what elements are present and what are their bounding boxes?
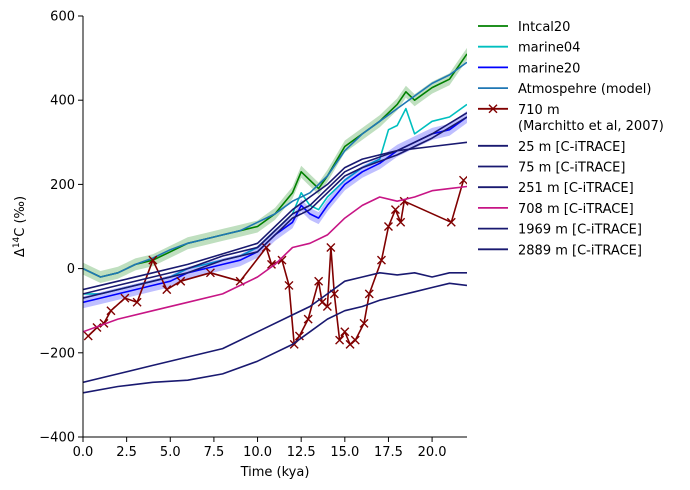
marker-710-m-30 — [383, 222, 393, 231]
marker-710-m-5 — [132, 297, 142, 307]
legend-label: Atmospehre (model) — [518, 82, 651, 97]
x-tick-label: 7.5 — [204, 445, 225, 460]
marker-710-m-4 — [120, 293, 130, 303]
x-tick-label: 12.5 — [287, 445, 316, 460]
marker-710-m-26 — [350, 335, 360, 345]
y-tick-label: −400 — [39, 431, 75, 446]
legend-label: 1969 m [C-iTRACE] — [518, 223, 642, 238]
x-tick-label: 5.0 — [160, 445, 181, 460]
y-axis-label-sup: 14 — [12, 236, 22, 248]
y-axis-label-base: Δ — [13, 248, 28, 257]
y-tick-label: 0 — [67, 262, 75, 277]
x-tick-label: 0.0 — [73, 445, 94, 460]
series-line-1969-m-c-itrace — [83, 272, 467, 384]
legend-item-1969-m-c-itrace: 1969 m [C-iTRACE] — [478, 223, 642, 238]
marker-710-m-12 — [267, 259, 277, 269]
series-line-25-m-c-itrace — [83, 116, 467, 299]
legend-label: marine20 — [518, 61, 580, 76]
marker-710-m-7 — [162, 285, 172, 295]
series-line-intcal20 — [83, 53, 467, 278]
marker-710-m-29 — [376, 255, 386, 265]
series-line-710-m — [87, 179, 465, 346]
y-tick-label: 400 — [50, 94, 75, 109]
y-tick-label: 600 — [50, 10, 75, 25]
marker-710-m-34 — [446, 217, 456, 227]
x-tick-label: 10.0 — [243, 445, 272, 460]
legend-item-25-m-c-itrace: 25 m [C-iTRACE] — [478, 140, 625, 155]
marker-710-m-14 — [284, 280, 294, 290]
marker-710-m-8 — [176, 276, 186, 286]
legend-item-2889-m-c-itrace: 2889 m [C-iTRACE] — [478, 243, 642, 258]
x-tick-label: 2.5 — [116, 445, 137, 460]
x-tick-label: 17.5 — [374, 445, 403, 460]
legend-item-marine20: marine20 — [478, 61, 580, 76]
series-line-708-m-c-itrace — [83, 185, 467, 333]
legend-label: Intcal20 — [518, 20, 570, 35]
legend-item-intcal20: Intcal20 — [478, 20, 570, 35]
series-band-intcal20 — [83, 47, 467, 284]
marker-710-m-27 — [359, 318, 369, 328]
legend-item-251-m-c-itrace: 251 m [C-iTRACE] — [478, 181, 634, 196]
legend-item-atmospehre-model: Atmospehre (model) — [478, 82, 651, 97]
legend-item-marine04: marine04 — [478, 41, 580, 56]
marker-710-m-31 — [390, 205, 400, 215]
marker-710-m-17 — [303, 314, 313, 324]
legend-label: 75 m [C-iTRACE] — [518, 161, 625, 176]
legend-item-708-m-c-itrace: 708 m [C-iTRACE] — [478, 202, 634, 217]
axes: 0.0 2.5 5.0 7.5 10.0 12.5 15.0 17.5 20.0 −400 −200… — [39, 10, 467, 460]
marker-710-m-24 — [340, 327, 350, 337]
marker-710-m-28 — [364, 289, 374, 299]
marker-710-m-18 — [314, 276, 324, 286]
legend-item-75-m-c-itrace: 75 m [C-iTRACE] — [478, 161, 625, 176]
y-tick-label: −200 — [39, 346, 75, 361]
legend-item-710-m: 710 m (Marchitto et al, 2007) — [478, 103, 664, 134]
plot-area — [83, 47, 467, 394]
legend-label: 708 m [C-iTRACE] — [518, 202, 634, 217]
marker-710-m-9 — [205, 268, 215, 278]
x-tick-label: 20.0 — [418, 445, 447, 460]
legend-label: 25 m [C-iTRACE] — [518, 140, 625, 155]
series-line-251-m-c-itrace — [83, 141, 467, 291]
marker-710-m-32 — [396, 217, 406, 227]
legend-label: marine04 — [518, 41, 580, 56]
marker-710-m-23 — [335, 335, 345, 345]
legend-label: 2889 m [C-iTRACE] — [518, 243, 642, 258]
marker-710-m-16 — [294, 331, 304, 341]
y-axis-label-rest: C (‰) — [13, 196, 28, 237]
x-tick-label: 15.0 — [330, 445, 359, 460]
y-tick-label: 200 — [50, 178, 75, 193]
legend-label: 251 m [C-iTRACE] — [518, 181, 634, 196]
marker-710-m-35 — [459, 175, 467, 185]
legend: Intcal20 marine04 marine20 Atmospehre (mode… — [478, 20, 664, 258]
marker-710-m-0 — [83, 331, 93, 341]
marker-710-m-13 — [277, 255, 287, 265]
x-axis-label: Time (kya) — [240, 465, 310, 480]
marker-710-m-25 — [345, 339, 355, 349]
marker-710-m-6 — [148, 255, 158, 265]
legend-label: 710 m (Marchitto et al, 2007) — [518, 103, 664, 134]
marker-710-m-20 — [322, 301, 332, 311]
marker-710-m-3 — [106, 306, 116, 316]
y-axis-label: Δ14C (‰) — [12, 196, 28, 257]
series-line-atmospehre-model — [83, 61, 467, 278]
marker-710-m-21 — [326, 243, 336, 253]
series-line-2889-m-c-itrace — [83, 282, 467, 394]
